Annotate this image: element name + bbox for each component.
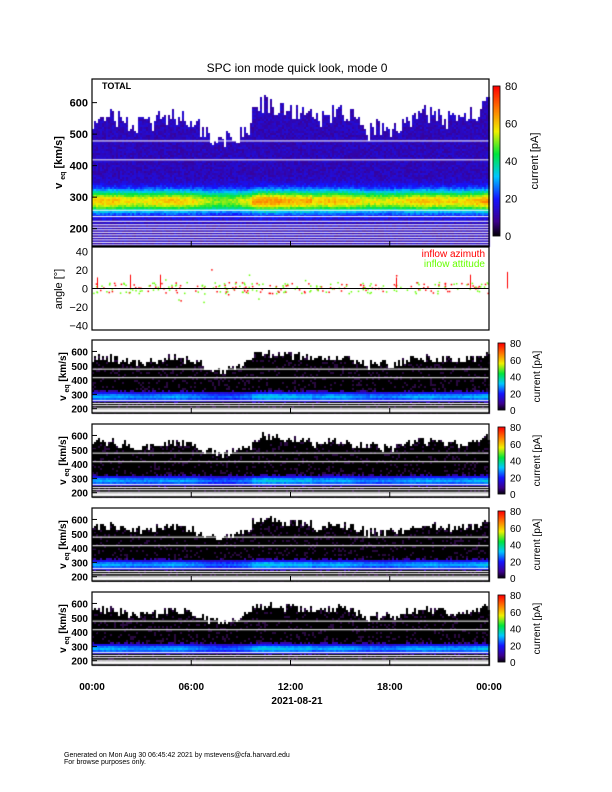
colorbar-tick-label: 60 [505, 119, 517, 131]
y-tick-label: 200 [71, 489, 88, 500]
y-tick-label: 300 [71, 474, 88, 485]
y-tick-label: 200 [71, 405, 88, 416]
y-tick-label: 200 [71, 573, 88, 584]
colorbar [497, 594, 506, 663]
footer-note: For browse purposes only. [64, 759, 146, 766]
colorbar-tick-label: 0 [510, 658, 516, 669]
legend-entry: inflow azimuth [422, 249, 485, 260]
panel-label: C sensor [102, 509, 145, 520]
panel-frame [91, 423, 490, 498]
y-tick-label: 600 [71, 515, 88, 526]
y-tick-label: 400 [71, 376, 88, 387]
colorbar [497, 510, 506, 579]
y-tick-label: 500 [70, 129, 88, 141]
y-tick-label: 600 [71, 347, 88, 358]
colorbar-tick-label: 0 [510, 490, 516, 501]
y-tick-label: 200 [71, 657, 88, 668]
colorbar-tick-label: 40 [510, 541, 522, 552]
panel-frame [91, 339, 490, 414]
x-tick-label: 00:00 [476, 682, 502, 693]
chart-title: SPC ion mode quick look, mode 0 [207, 61, 388, 75]
y-tick-label: 400 [71, 628, 88, 639]
angle-tick-label: −20 [69, 302, 88, 314]
x-tick-label: 00:00 [79, 682, 105, 693]
panel-label: A sensor [102, 341, 145, 352]
colorbar-tick-label: 80 [510, 507, 522, 518]
colorbar-tick-label: 20 [510, 389, 522, 400]
angle-tick-label: 40 [76, 247, 88, 259]
colorbar [497, 342, 506, 411]
legend-entry: inflow attitude [424, 259, 486, 270]
x-axis-date-label: 2021-08-21 [271, 696, 323, 707]
colorbar-tick-label: 40 [505, 156, 517, 168]
y-axis-label: v eq [km/s] [58, 604, 71, 653]
colorbar-tick-label: 80 [505, 81, 517, 93]
colorbar-tick-label: 60 [510, 608, 522, 619]
colorbar-label: current [pA] [532, 434, 543, 486]
colorbar-tick-label: 60 [510, 356, 522, 367]
colorbar-label: current [pA] [532, 518, 543, 570]
colorbar-tick-label: 20 [510, 557, 522, 568]
colorbar-tick-label: 40 [510, 457, 522, 468]
panel-label: TOTAL [102, 81, 132, 91]
y-tick-label: 300 [70, 192, 88, 204]
colorbar [492, 85, 501, 237]
angle-tick-label: 0 [82, 284, 88, 296]
y-tick-label: 600 [71, 431, 88, 442]
y-axis-label: v eq [km/s] [58, 436, 71, 485]
panel-label: D sensor [102, 593, 145, 604]
y-tick-label: 300 [71, 558, 88, 569]
colorbar-tick-label: 0 [510, 574, 516, 585]
y-tick-label: 400 [71, 460, 88, 471]
y-tick-label: 500 [71, 614, 88, 625]
angle-axis-label: angle [°] [53, 269, 65, 309]
colorbar-tick-label: 80 [510, 591, 522, 602]
footer-generated: Generated on Mon Aug 30 06:45:42 2021 by… [64, 752, 290, 759]
y-tick-label: 300 [71, 390, 88, 401]
x-tick-label: 06:00 [178, 682, 204, 693]
y-tick-label: 500 [71, 446, 88, 457]
colorbar-tick-label: 0 [505, 231, 511, 243]
panel-label: B sensor [102, 425, 145, 436]
y-axis-label: v eq [km/s] [58, 520, 71, 569]
colorbar-tick-label: 60 [510, 440, 522, 451]
y-tick-label: 300 [71, 642, 88, 653]
y-tick-label: 400 [71, 544, 88, 555]
colorbar-tick-label: 20 [510, 473, 522, 484]
colorbar-tick-label: 80 [510, 423, 522, 434]
y-tick-label: 500 [71, 530, 88, 541]
panel-frame [91, 507, 490, 582]
y-axis-label: v eq [km/s] [53, 136, 67, 189]
panel-frame [91, 591, 490, 666]
colorbar-label: current [pA] [532, 350, 543, 402]
colorbar-tick-label: 20 [510, 641, 522, 652]
angle-tick-label: −40 [69, 320, 88, 332]
y-tick-label: 400 [70, 161, 88, 173]
colorbar-label: current [pA] [529, 133, 541, 190]
x-tick-label: 12:00 [278, 682, 304, 693]
colorbar-tick-label: 60 [510, 524, 522, 535]
panel-frame [91, 78, 490, 247]
colorbar-tick-label: 40 [510, 625, 522, 636]
y-tick-label: 500 [71, 362, 88, 373]
y-tick-label: 600 [70, 98, 88, 110]
colorbar-tick-label: 20 [505, 194, 517, 206]
colorbar [497, 426, 506, 495]
colorbar-tick-label: 80 [510, 339, 522, 350]
y-tick-label: 600 [71, 599, 88, 610]
x-tick-label: 18:00 [377, 682, 403, 693]
y-axis-label: v eq [km/s] [58, 352, 71, 401]
colorbar-tick-label: 40 [510, 373, 522, 384]
y-tick-label: 200 [70, 224, 88, 236]
angle-tick-label: 20 [76, 265, 88, 277]
colorbar-label: current [pA] [532, 602, 543, 654]
colorbar-tick-label: 0 [510, 406, 516, 417]
